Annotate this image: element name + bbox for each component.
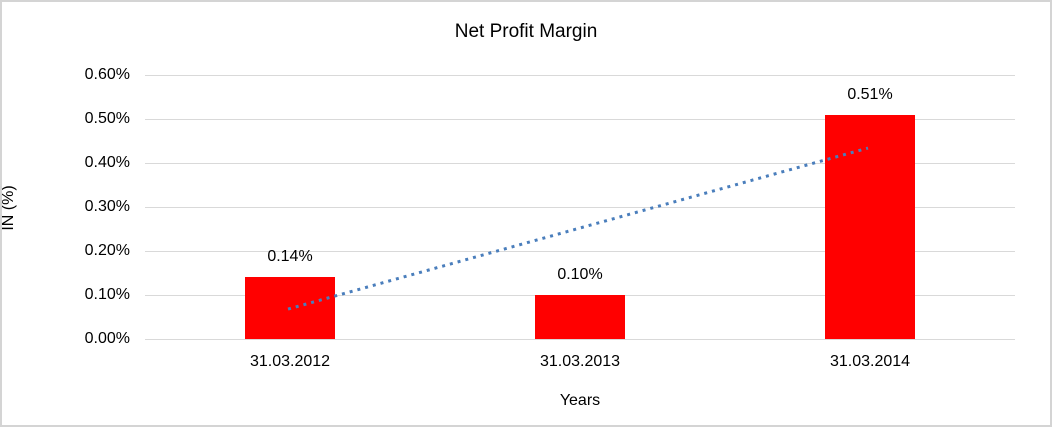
gridline: [145, 339, 1015, 340]
y-axis-tick-label: 0.30%: [84, 198, 130, 215]
y-axis-tick-label: 0.10%: [84, 286, 130, 303]
x-axis-tick-label: 31.03.2013: [539, 353, 621, 370]
chart-title: Net Profit Margin: [454, 21, 598, 42]
y-axis-tick-label: 0.20%: [84, 242, 130, 259]
y-axis-tick-label: 0.40%: [84, 154, 130, 171]
bar-data-label: 0.10%: [557, 266, 603, 283]
bar-31.03.2013: [535, 295, 625, 339]
x-axis-title: Years: [559, 392, 601, 409]
x-axis-tick-label: 31.03.2012: [249, 353, 331, 370]
bar-data-label: 0.51%: [847, 86, 893, 103]
bar-31.03.2014: [825, 115, 915, 339]
y-axis-tick-label: 0.00%: [84, 330, 130, 347]
y-axis-tick-label: 0.50%: [84, 110, 130, 127]
bar-31.03.2012: [245, 277, 335, 339]
x-axis-tick-label: 31.03.2014: [829, 353, 911, 370]
gridline: [145, 75, 1015, 76]
y-axis-title: IN (%): [0, 185, 17, 231]
bar-data-label: 0.14%: [267, 248, 313, 265]
y-axis-tick-label: 0.60%: [84, 66, 130, 83]
